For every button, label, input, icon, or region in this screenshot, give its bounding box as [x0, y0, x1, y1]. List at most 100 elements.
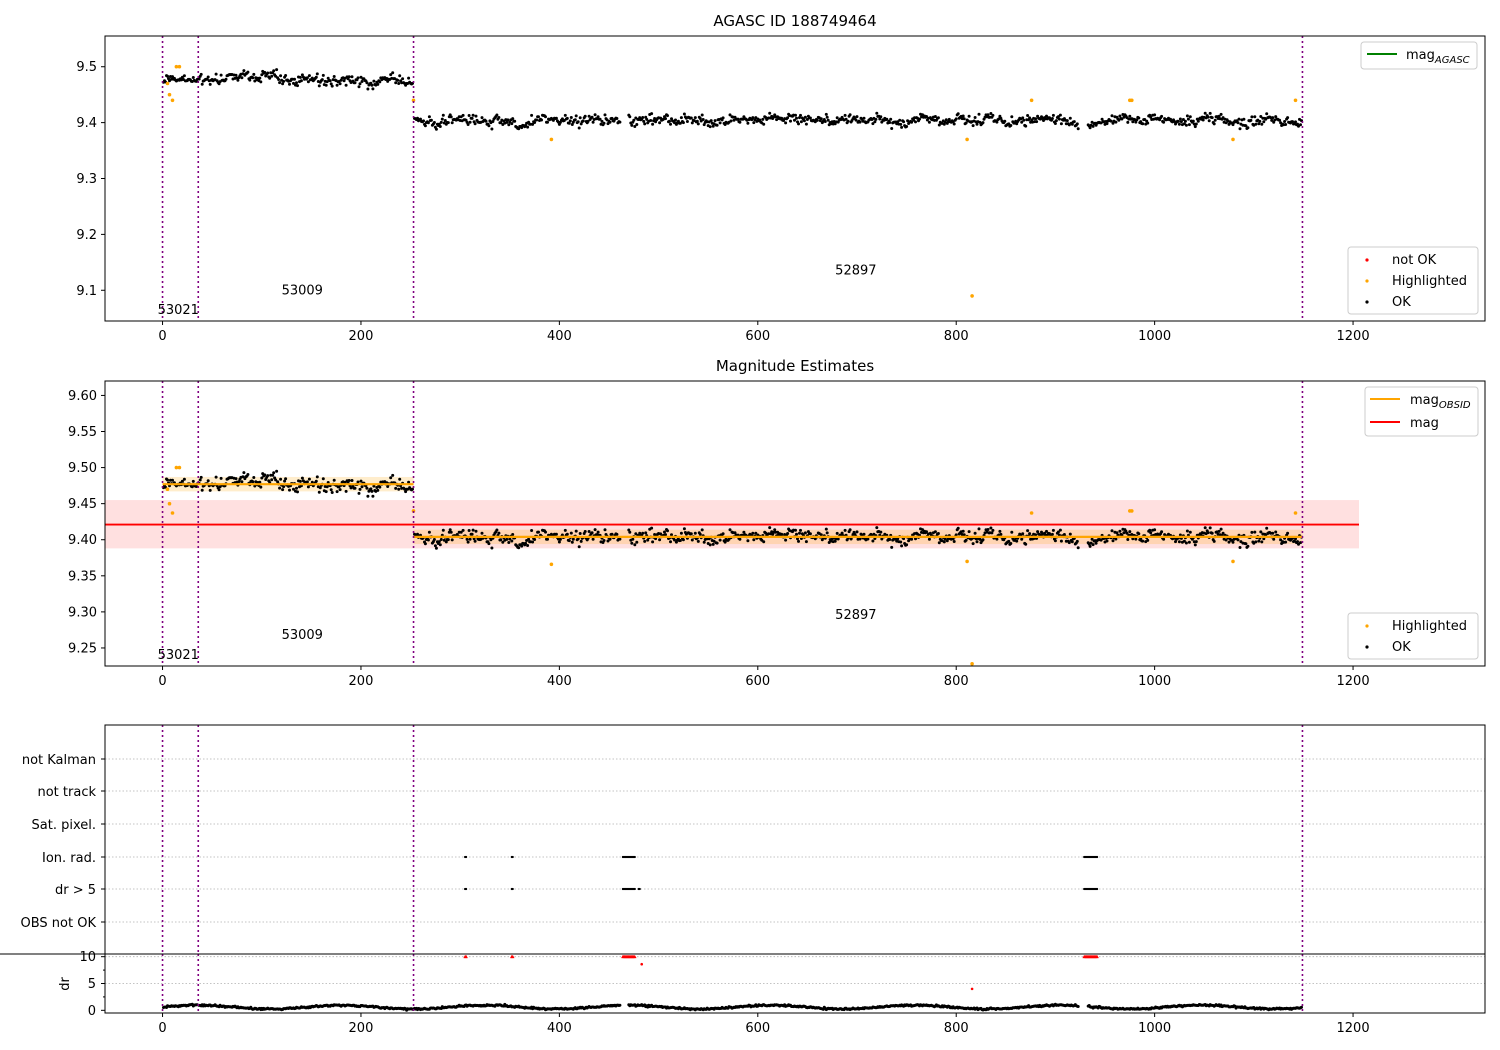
panel2-ok-point [813, 537, 817, 541]
panel2-ok-point [495, 528, 499, 532]
panel1-ok-point [583, 114, 587, 118]
panel2-ok-point [567, 539, 571, 543]
panel2-ok-point [315, 475, 319, 479]
panel2-frame [104, 380, 1486, 667]
panel2-ok-point [824, 527, 828, 531]
panel1-ok-point [171, 75, 174, 79]
panel2-ok-point [921, 528, 924, 532]
obsid-annotation: 53021 [158, 303, 199, 318]
panel1-ok-point [1193, 125, 1197, 129]
panel2-ok-point [977, 527, 981, 531]
panel1-ok-point [579, 122, 583, 126]
panel2-ok-point [219, 476, 223, 480]
panel1-ok-point [293, 77, 296, 81]
panel2-ok-point [467, 529, 471, 532]
panel1-ok-point [795, 116, 798, 120]
panel2-ok-point [359, 479, 363, 483]
panel2-ok-point [1153, 528, 1157, 532]
panel2-ok-point [1015, 539, 1019, 543]
panel1-ok-point [252, 72, 256, 76]
panel1-ok-point [878, 117, 882, 121]
panel1-ok-point [786, 116, 790, 120]
flag-point [1096, 887, 1099, 891]
panel2-ok-point [199, 475, 203, 479]
panel2-ok-point [442, 538, 446, 542]
x-tick-label: 1200 [1337, 329, 1370, 344]
panel2-ok-point [1024, 542, 1028, 546]
panel1-ok-point [275, 68, 279, 72]
panel1-highlighted-point [177, 64, 182, 69]
panel1-ok-point [674, 118, 677, 122]
y-tick-label: 9.40 [68, 533, 97, 548]
panel2-ok-point [689, 532, 693, 536]
panel2-ok-point [1257, 539, 1261, 543]
panel2-ok-point [631, 537, 635, 541]
panel1-ok-point [700, 113, 704, 117]
panel1-ok-point [873, 120, 877, 124]
panel1-ok-point [1117, 118, 1121, 122]
panel1-ok-point [546, 120, 549, 124]
panel1-highlighted-point [411, 98, 416, 103]
panel2-ok-point [510, 539, 514, 543]
panel2-ok-point [1128, 530, 1132, 534]
panel2-ok-point [1021, 532, 1025, 536]
panel1-ok-point [440, 117, 444, 121]
panel2-ok-point [664, 533, 667, 537]
panel1-ok-point [804, 122, 808, 126]
panel2-ok-point [321, 477, 325, 481]
panel2-ok-point [271, 473, 275, 477]
panel1-ok-point [947, 117, 951, 121]
panel1-ok-point [956, 112, 960, 116]
panel1-ok-point [396, 78, 400, 82]
panel2-ok-point [1185, 529, 1189, 533]
y-tick-label: 9.1 [76, 284, 97, 299]
panel2-ok-point [1059, 539, 1063, 543]
panel1-ok-point [1068, 116, 1072, 120]
x-tick-label: 600 [745, 329, 770, 344]
panel2-ok-point [1146, 538, 1150, 542]
panel2-ok-point [1050, 532, 1054, 536]
panel1-ok-point [490, 127, 494, 131]
panel1-ok-point [533, 121, 537, 124]
panel2-ok-point [1286, 531, 1290, 535]
panel2-ok-point [349, 486, 353, 490]
panel2-ok-point [951, 537, 955, 541]
panel1-ok-point [426, 121, 430, 125]
panel2-ok-point [1238, 546, 1242, 549]
panel1-ok-point [191, 76, 195, 79]
panel2-ok-point [659, 532, 663, 536]
panel2-ok-point [288, 488, 291, 492]
panel2-ok-point [751, 531, 755, 535]
panel1-ok-point [248, 78, 252, 82]
panel2-ok-point [603, 528, 607, 532]
panel1-ok-point [789, 119, 792, 123]
panel2-ok-point [459, 530, 463, 534]
panel2-ok-point [579, 539, 583, 543]
panel1-ok-point [439, 120, 443, 124]
panel2-ok-point [441, 528, 445, 532]
panel1-ok-point [258, 76, 262, 80]
panel1-ok-point [682, 112, 686, 116]
panel1-ok-point [618, 120, 622, 124]
x-tick-label: 600 [745, 674, 770, 689]
panel2-ok-point [571, 537, 575, 541]
panel2-ok-point [570, 540, 574, 544]
panel2-ok-point [449, 530, 453, 534]
panel2-ok-point [444, 540, 448, 544]
panel1-ok-point [314, 75, 318, 79]
panel2-ok-point [416, 532, 419, 536]
panel2-ok-point [358, 487, 362, 491]
panel1-ok-point [610, 116, 614, 120]
panel2-ok-point [786, 532, 790, 535]
panel-magnitude-estimates: Magnitude Estimates 53021 53009 52897 0 2… [68, 357, 1486, 689]
panel1-ok-point [1219, 112, 1223, 116]
panel1-ok-point [1153, 113, 1157, 117]
panel1-ok-point [678, 121, 682, 125]
panel2-ok-point [711, 542, 715, 546]
panel2-ok-point [700, 528, 704, 532]
dr-axis-label: dr [58, 977, 73, 991]
panel2-ok-point [900, 544, 904, 548]
panel2-ok-point [803, 531, 807, 535]
panel1-ok-point [480, 116, 484, 120]
panel1-ok-point [973, 116, 977, 119]
